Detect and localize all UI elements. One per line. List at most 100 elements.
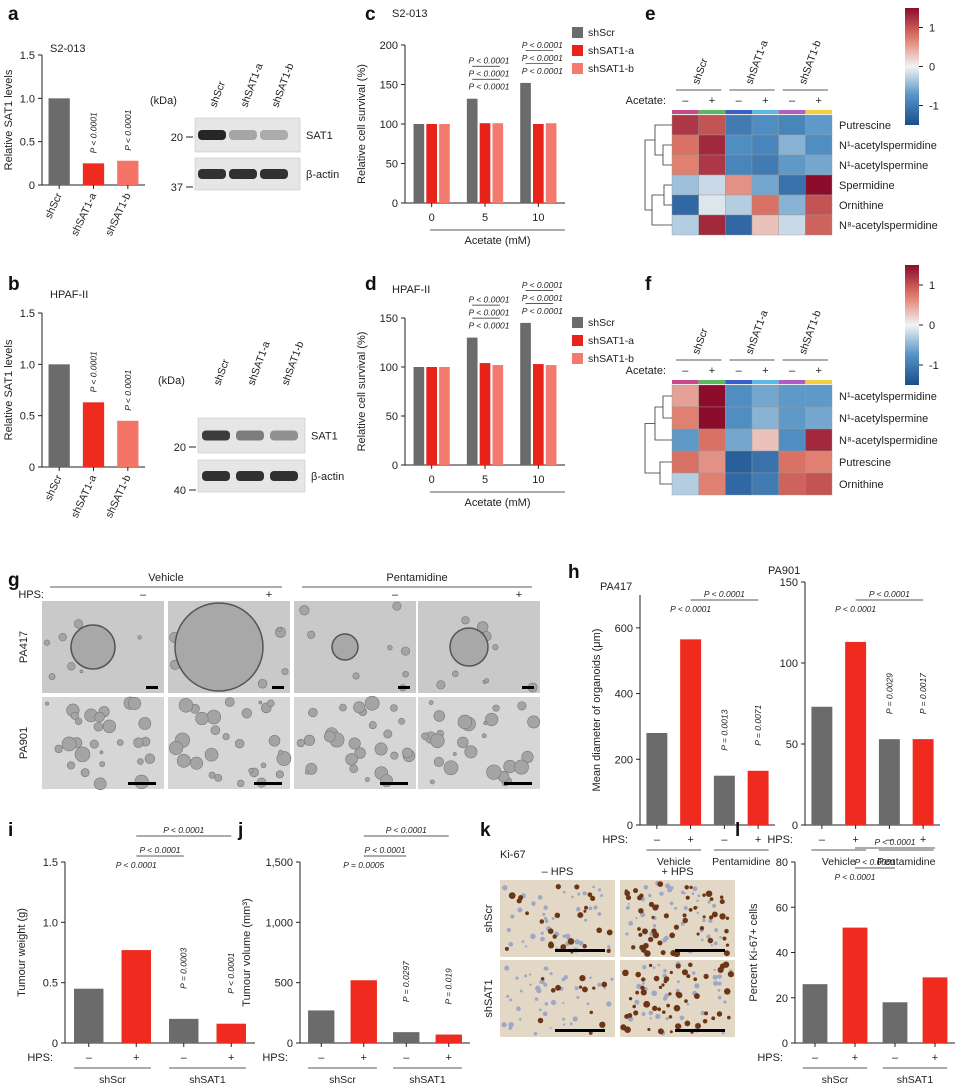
- stained-nucleus: [711, 1016, 716, 1021]
- dendrogram: [659, 461, 672, 485]
- organoid: [392, 601, 402, 611]
- marker-label: 37: [171, 182, 183, 194]
- y-tick-label: 500: [275, 978, 293, 990]
- heatmap-cell: [725, 174, 753, 196]
- row-label: PA417: [18, 631, 30, 663]
- nucleus: [641, 1012, 646, 1017]
- stained-nucleus: [685, 895, 690, 900]
- condition: –: [736, 95, 743, 107]
- legend-label: shSAT1-b: [588, 63, 634, 75]
- nucleus: [648, 893, 652, 898]
- dendrogram: [644, 423, 660, 474]
- bar: [413, 367, 425, 465]
- organoid: [457, 736, 469, 749]
- p-value: P = 0.0297: [401, 961, 411, 1002]
- y-axis-label: Percent Ki-67+ cells: [748, 903, 760, 1002]
- row-label: HPS:: [757, 1052, 783, 1064]
- organoid: [45, 701, 50, 706]
- stained-nucleus: [599, 1021, 606, 1028]
- heatmap-cell: [725, 384, 753, 408]
- bar: [393, 1032, 420, 1043]
- y-tick-label: 0.5: [20, 137, 35, 149]
- nucleus: [643, 885, 649, 890]
- organoid: [43, 639, 51, 646]
- organoid: [485, 712, 499, 727]
- y-tick-label: 50: [386, 159, 398, 171]
- scale-bar: [146, 686, 158, 689]
- heatmap-cell: [671, 450, 699, 474]
- stained-nucleus: [653, 975, 660, 982]
- stained-nucleus: [688, 962, 693, 968]
- stained-nucleus: [554, 912, 561, 919]
- stained-nucleus: [577, 912, 584, 919]
- p-value: P < 0.0001: [854, 857, 895, 867]
- organoid: [208, 771, 216, 779]
- bar: [912, 739, 934, 825]
- nucleus: [674, 906, 678, 910]
- nucleus: [524, 974, 528, 978]
- nucleus: [501, 1022, 507, 1028]
- stained-nucleus: [644, 950, 651, 957]
- y-tick-label: 200: [615, 754, 633, 766]
- organoid: [128, 697, 142, 711]
- stained-nucleus: [699, 926, 705, 931]
- organoid: [517, 701, 527, 711]
- heatmap-cell: [698, 450, 726, 474]
- bar: [533, 124, 544, 203]
- organoid: [492, 704, 500, 712]
- organoid: [398, 717, 405, 725]
- nucleus: [700, 1010, 706, 1016]
- row-label: N¹-acetylspermine: [839, 160, 928, 172]
- bar: [350, 980, 377, 1043]
- stained-nucleus: [669, 1030, 673, 1034]
- micrograph: [500, 960, 615, 1037]
- group-label: shSAT1: [189, 1074, 226, 1086]
- bar: [842, 927, 868, 1043]
- bar: [533, 364, 544, 465]
- bar: [811, 706, 833, 825]
- x-axis-label: Acetate (mM): [464, 497, 530, 509]
- p-value: P < 0.0001: [522, 40, 563, 50]
- heatmap-cell: [778, 428, 806, 452]
- stained-nucleus: [624, 890, 631, 897]
- nucleus: [551, 917, 555, 920]
- heatmap-cell: [671, 384, 699, 408]
- organoid: [281, 668, 289, 676]
- organoid: [169, 741, 184, 756]
- condition: +: [709, 365, 715, 377]
- bar: [802, 984, 828, 1043]
- scale-bar: [504, 782, 532, 785]
- legend-label: shSAT1-b: [588, 353, 634, 365]
- organoid: [79, 669, 84, 674]
- organoid: [94, 711, 105, 723]
- nucleus: [540, 936, 545, 942]
- marker-label: 20: [171, 132, 183, 144]
- nucleus: [603, 987, 606, 990]
- scale-bar: [675, 1029, 725, 1032]
- nucleus: [562, 1017, 566, 1021]
- organoid: [278, 749, 284, 755]
- panel-label: i: [8, 820, 13, 841]
- nucleus: [549, 972, 553, 976]
- organoid: [214, 773, 223, 782]
- organoid: [258, 700, 263, 705]
- stained-nucleus: [588, 1031, 593, 1035]
- stained-nucleus: [639, 893, 644, 898]
- lane-label: shSAT1-a: [239, 62, 266, 109]
- legend-label: shScr: [588, 27, 615, 39]
- stained-nucleus: [640, 989, 647, 996]
- stained-nucleus: [601, 981, 608, 988]
- stained-nucleus: [638, 932, 643, 937]
- nucleus: [542, 912, 546, 916]
- stained-nucleus: [711, 911, 718, 918]
- p-value: P < 0.0001: [522, 53, 563, 63]
- bar: [169, 1018, 199, 1043]
- nucleus: [562, 890, 566, 894]
- x-tick-label: shSAT1-b: [103, 473, 133, 520]
- y-tick-label: 0: [392, 198, 398, 210]
- p-value: P < 0.0001: [835, 604, 876, 614]
- p-value: P = 0.0017: [918, 673, 928, 714]
- lane-label: shScr: [208, 79, 229, 109]
- nucleus: [713, 941, 718, 946]
- p-value: P < 0.0001: [89, 351, 99, 392]
